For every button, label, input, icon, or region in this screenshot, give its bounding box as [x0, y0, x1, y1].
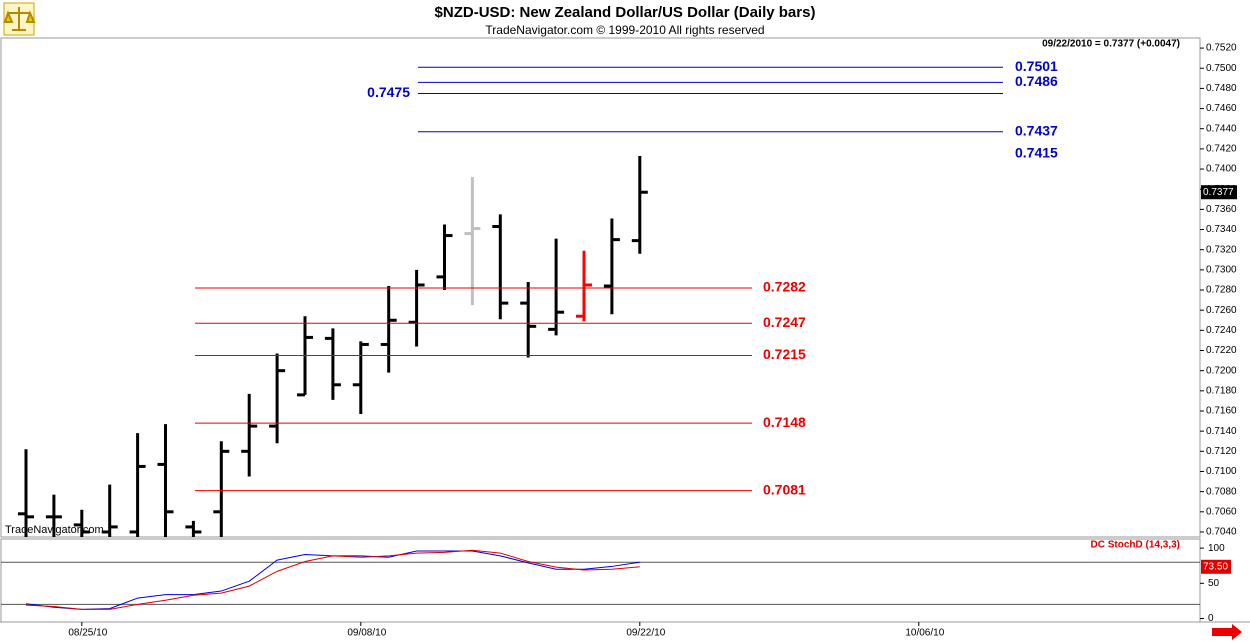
y-tick-label: 0.7080 — [1206, 486, 1237, 497]
y-tick-label: 0.7440 — [1206, 123, 1237, 134]
level-label: 0.7501 — [1015, 58, 1058, 74]
level-label: 0.7475 — [367, 84, 410, 100]
chart-subtitle: TradeNavigator.com © 1999-2010 All right… — [485, 23, 764, 37]
y-tick-label: 0.7060 — [1206, 506, 1237, 517]
y-tick-label: 0.7400 — [1206, 164, 1237, 175]
level-label: 0.7247 — [763, 314, 806, 330]
level-label: 0.7215 — [763, 346, 806, 362]
y-tick-label: 50 — [1208, 578, 1220, 589]
x-tick-label: 09/08/10 — [347, 628, 386, 639]
last-price-box — [1201, 185, 1237, 200]
indicator-title: DC StochD (14,3,3) — [1091, 540, 1180, 551]
level-label: 0.7282 — [763, 279, 806, 295]
y-tick-label: 0.7460 — [1206, 103, 1237, 114]
bars — [18, 155, 648, 537]
y-tick-label: 0.7480 — [1206, 83, 1237, 94]
y-tick-label: 0.7280 — [1206, 285, 1237, 296]
y-tick-label: 0.7320 — [1206, 244, 1237, 255]
logo — [3, 2, 36, 36]
chart-title: $NZD-USD: New Zealand Dollar/US Dollar (… — [435, 4, 816, 21]
y-tick-label: 0.7240 — [1206, 325, 1237, 336]
y-tick-label: 0.7300 — [1206, 264, 1237, 275]
y-tick-label: 0.7500 — [1206, 63, 1237, 74]
y-tick-label: 0.7520 — [1206, 43, 1237, 54]
y-tick-label: 0.7260 — [1206, 305, 1237, 316]
y-tick-label: 100 — [1208, 543, 1225, 554]
y-tick-label: 0.7220 — [1206, 345, 1237, 356]
y-tick-label: 0.7040 — [1206, 527, 1237, 538]
y-tick-label: 0.7420 — [1206, 144, 1237, 155]
level-label: 0.7148 — [763, 414, 806, 430]
value-label: 73.50 — [1203, 561, 1228, 572]
value-box — [1201, 559, 1231, 574]
level-label: 0.7081 — [763, 481, 806, 497]
y-tick-label: 0.7100 — [1206, 466, 1237, 477]
x-tick-label: 08/25/10 — [68, 628, 107, 639]
y-tick-label: 0.7340 — [1206, 224, 1237, 235]
y-tick-label: 0.7180 — [1206, 385, 1237, 396]
x-tick-label: 10/06/10 — [905, 628, 944, 639]
level-label: 0.7415 — [1015, 145, 1058, 161]
level-label: 0.7437 — [1015, 122, 1058, 138]
scroll-arrow[interactable] — [1212, 624, 1242, 640]
y-tick-label: 0.7160 — [1206, 406, 1237, 417]
status: 09/22/2010 = 0.7377 (+0.0047) — [1042, 39, 1180, 50]
stoch-line — [25, 549, 640, 610]
y-tick-label: 0 — [1208, 613, 1214, 624]
last-price-label: 0.7377 — [1203, 187, 1234, 198]
level-label: 0.7486 — [1015, 73, 1058, 89]
y-tick-label: 0.7360 — [1206, 204, 1237, 215]
y-tick-label: 0.7140 — [1206, 426, 1237, 437]
price-panel — [0, 37, 1201, 538]
x-tick-label: 09/22/10 — [626, 628, 665, 639]
y-tick-label: 0.7200 — [1206, 365, 1237, 376]
y-tick-label: 0.7120 — [1206, 446, 1237, 457]
